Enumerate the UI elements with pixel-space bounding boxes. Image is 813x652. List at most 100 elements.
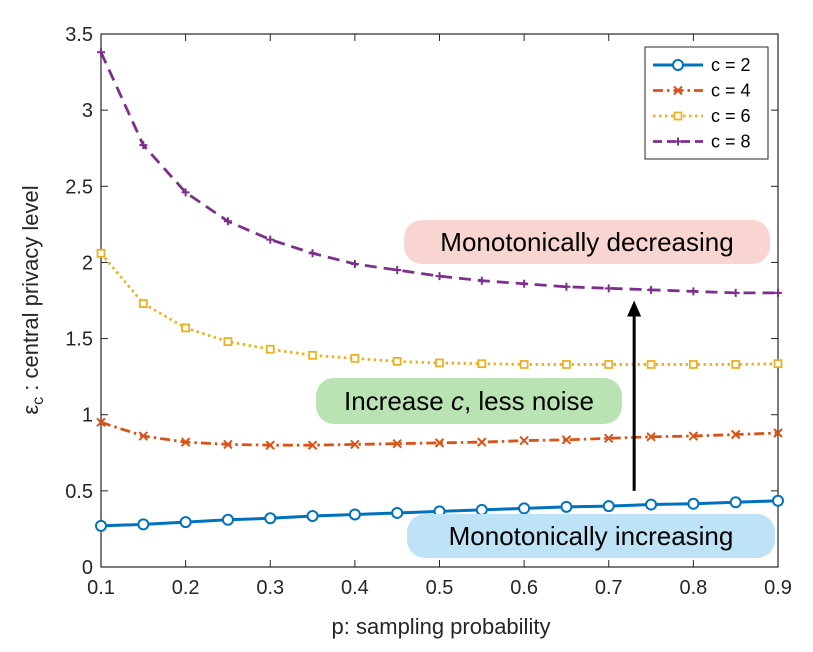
annotation-2: Monotonically increasing bbox=[407, 514, 775, 558]
data-point bbox=[687, 497, 700, 510]
y-tick-label: 2.5 bbox=[65, 176, 93, 198]
data-point bbox=[562, 282, 571, 291]
data-point bbox=[647, 285, 656, 294]
data-point bbox=[435, 358, 444, 368]
data-point bbox=[604, 433, 614, 444]
x-tick-label: 0.8 bbox=[679, 577, 707, 599]
y-axis-label: εc : central privacy level bbox=[18, 185, 47, 414]
data-point bbox=[96, 417, 106, 428]
data-point bbox=[96, 248, 106, 258]
annotation-text: Monotonically increasing bbox=[449, 521, 734, 551]
data-point bbox=[477, 359, 487, 369]
data-point bbox=[673, 111, 683, 121]
series-2 bbox=[96, 417, 783, 450]
data-point bbox=[672, 59, 684, 71]
data-point bbox=[223, 337, 233, 347]
data-point bbox=[604, 284, 613, 293]
data-point bbox=[774, 288, 782, 297]
annotation-text-italic: c bbox=[451, 386, 464, 416]
data-point bbox=[181, 323, 191, 333]
annotation-box bbox=[407, 514, 775, 558]
annotation-3: Increase c, less noise bbox=[316, 378, 622, 424]
x-tick-label: 0.6 bbox=[510, 577, 538, 599]
data-point bbox=[520, 279, 529, 288]
data-point bbox=[392, 357, 402, 366]
data-point bbox=[773, 428, 783, 438]
data-point bbox=[475, 503, 488, 516]
data-point bbox=[180, 437, 191, 447]
annotation-text: Increase c, less noise bbox=[344, 386, 594, 416]
data-point bbox=[393, 266, 402, 275]
data-point bbox=[645, 498, 658, 511]
data-point bbox=[646, 360, 656, 369]
legend-label: c = 4 bbox=[711, 81, 751, 101]
data-point bbox=[264, 512, 277, 525]
data-point bbox=[435, 272, 444, 281]
data-point bbox=[265, 440, 275, 450]
data-point bbox=[434, 438, 445, 448]
data-point bbox=[477, 276, 486, 285]
series-line bbox=[99, 51, 778, 295]
legend-entry-2: c = 4 bbox=[653, 81, 751, 101]
y-tick-label: 3.5 bbox=[65, 24, 93, 46]
data-point bbox=[519, 435, 529, 446]
data-point bbox=[731, 288, 740, 297]
data-point bbox=[221, 513, 234, 526]
data-point bbox=[688, 360, 698, 369]
data-point bbox=[139, 141, 148, 150]
data-point bbox=[348, 508, 361, 521]
y-tick-label: 1 bbox=[82, 405, 93, 427]
series-layer bbox=[95, 48, 784, 532]
y-axis-label-subscript: c bbox=[30, 397, 47, 405]
data-point bbox=[137, 518, 150, 531]
data-point bbox=[562, 360, 571, 369]
data-point bbox=[604, 360, 614, 369]
data-point bbox=[350, 259, 359, 268]
data-point bbox=[560, 500, 573, 513]
data-point bbox=[308, 249, 317, 258]
data-point bbox=[97, 48, 105, 57]
data-point bbox=[688, 431, 699, 441]
legend-label: c = 6 bbox=[711, 106, 751, 126]
data-point bbox=[223, 439, 233, 450]
data-point bbox=[673, 85, 683, 96]
data-point bbox=[689, 287, 698, 296]
x-tick-label: 0.1 bbox=[87, 577, 115, 599]
legend-entry-4: c = 8 bbox=[653, 132, 751, 152]
data-point bbox=[519, 360, 529, 369]
annotation-text-part: , less noise bbox=[464, 386, 594, 416]
data-point bbox=[730, 429, 741, 440]
data-point bbox=[138, 299, 148, 308]
y-tick-label: 2 bbox=[82, 252, 93, 274]
data-point bbox=[350, 439, 360, 450]
annotation-1: Monotonically decreasing bbox=[404, 220, 770, 264]
data-point bbox=[646, 432, 656, 442]
data-point bbox=[350, 353, 360, 363]
x-tick-label: 0.7 bbox=[595, 577, 623, 599]
data-point bbox=[181, 188, 190, 197]
data-point bbox=[674, 137, 682, 146]
series-1 bbox=[95, 494, 784, 532]
annotation-layer: Monotonically decreasing Monotonically in… bbox=[316, 220, 775, 558]
x-tick-label: 0.9 bbox=[764, 577, 792, 599]
series-line bbox=[99, 252, 779, 366]
data-point bbox=[307, 440, 318, 450]
data-point bbox=[392, 438, 402, 449]
data-point bbox=[95, 519, 107, 532]
annotation-box bbox=[404, 220, 770, 264]
legend-entry-3: c = 6 bbox=[653, 106, 751, 126]
data-point bbox=[138, 431, 149, 441]
y-tick-label: 0.5 bbox=[65, 481, 93, 503]
series-3 bbox=[96, 248, 783, 369]
data-point bbox=[266, 235, 275, 244]
x-tick-label: 0.3 bbox=[256, 577, 284, 599]
data-point bbox=[518, 502, 531, 515]
annotation-text-part: Increase bbox=[344, 386, 451, 416]
data-point bbox=[308, 350, 317, 360]
ticks: 0.1 0.2 0.3 0.4 0.5 0.6 0.7 0.8 0.9 0 0.5 1 1.5 2 2.5 3… bbox=[65, 24, 792, 599]
y-tick-label: 3 bbox=[82, 100, 93, 122]
annotation-box bbox=[316, 378, 622, 424]
data-point bbox=[179, 516, 192, 529]
data-point bbox=[391, 506, 404, 519]
